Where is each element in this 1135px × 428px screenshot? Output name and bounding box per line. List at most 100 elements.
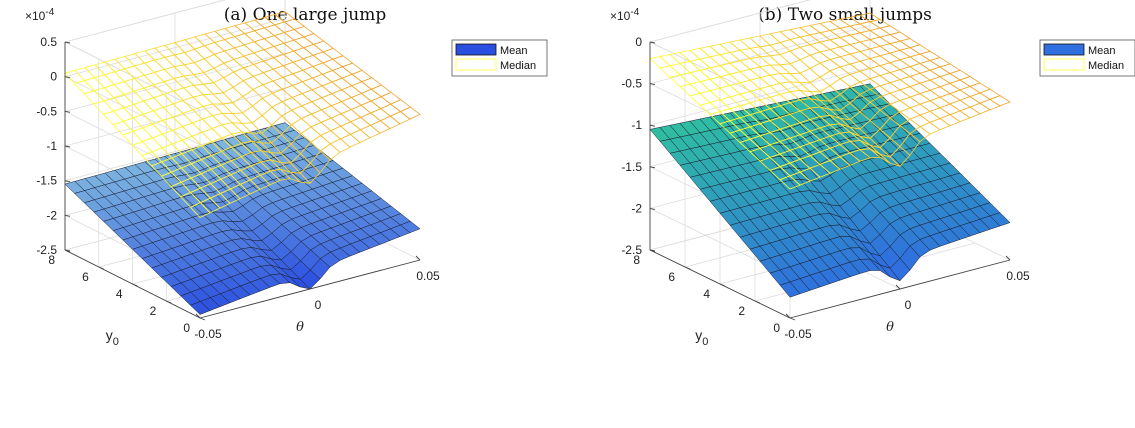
surface-median <box>649 12 1011 190</box>
y-tick <box>754 300 761 304</box>
legend-swatch-median <box>455 58 497 71</box>
z-tick <box>64 76 71 79</box>
surface-patch <box>202 82 225 95</box>
surface-patch <box>350 92 372 106</box>
surface-patch <box>369 120 391 134</box>
surface-patch <box>293 25 315 38</box>
chart-title: (a) One large jump <box>224 5 387 25</box>
surface-patch <box>271 101 293 117</box>
x-tick <box>1005 255 1011 261</box>
surface-patch <box>242 75 264 90</box>
x-tick <box>785 313 791 319</box>
surface-patch <box>213 62 235 79</box>
z-tick-label: -2.5 <box>36 243 57 257</box>
surface-patch <box>769 54 791 66</box>
x-tick <box>195 313 201 319</box>
surface-patch <box>949 99 971 112</box>
panel-b: (b) Two small jumps 0 -0.5 -1 -1.5 -2 -2.5 ×10-… <box>610 0 1135 348</box>
surface-patch <box>349 116 372 131</box>
x-tick <box>305 284 311 290</box>
surface-patch <box>969 92 991 104</box>
surface-patch <box>739 37 761 49</box>
surface-patch <box>379 103 402 117</box>
surface-patch <box>320 105 342 119</box>
x-axis-label: θ <box>886 320 894 335</box>
surface-patch <box>222 86 244 104</box>
surface-patch <box>192 83 215 96</box>
y-axis-label: y0 <box>106 327 119 348</box>
surface-patch <box>939 103 961 116</box>
surface-patch <box>909 44 931 55</box>
grid-line <box>649 0 811 43</box>
surface-patch <box>320 117 342 132</box>
surface-patch <box>232 67 254 82</box>
surface-patch <box>202 93 224 105</box>
z-tick-label: -1 <box>46 139 57 153</box>
surface-patch <box>203 53 225 69</box>
surface-patch <box>370 96 392 110</box>
surface-patch <box>809 62 831 78</box>
surface-patch <box>959 76 981 87</box>
z-exponent: ×10-4 <box>610 7 640 23</box>
surface-patch <box>221 112 244 124</box>
surface-patch <box>340 97 362 110</box>
y-tick <box>719 283 726 287</box>
x-tick-label: -0.05 <box>194 327 222 341</box>
surface-patch <box>399 220 421 233</box>
surface-patch <box>839 73 861 88</box>
z-tick <box>64 180 71 183</box>
surface-patch <box>183 74 205 86</box>
legend-swatch-mean <box>1043 43 1085 56</box>
x-tick <box>415 255 421 261</box>
surface-patch <box>759 55 782 66</box>
z-tick <box>64 214 71 217</box>
surface-patch <box>291 105 313 119</box>
x-tick-label: 0.05 <box>416 269 440 283</box>
surface-patch <box>399 106 421 120</box>
y-tick <box>166 300 172 304</box>
y-tick-label: 6 <box>668 270 675 284</box>
surface-patch <box>789 46 811 61</box>
y-tick <box>98 266 104 270</box>
legend-label-median: Median <box>500 60 536 72</box>
legend-label-mean: Mean <box>500 45 528 57</box>
surface-patch <box>939 63 961 74</box>
y-tick-label: 8 <box>633 253 640 267</box>
y-tick <box>789 317 796 321</box>
surface-patch <box>303 33 325 45</box>
y-tick-label: 0 <box>773 321 780 335</box>
surface-patch <box>939 93 961 105</box>
y-tick <box>649 249 656 253</box>
surface-patch <box>341 62 363 75</box>
surface-patch <box>359 112 382 126</box>
surface-patch <box>778 73 802 84</box>
surface-patch <box>232 80 254 98</box>
surface-patch <box>339 121 362 135</box>
surface-patch <box>361 77 383 90</box>
y-tick-label: 8 <box>48 253 55 267</box>
surface-patch <box>252 84 274 99</box>
y-tick <box>64 249 71 253</box>
z-tick-label: -1.5 <box>36 174 57 188</box>
y-tick-label: 4 <box>703 287 710 301</box>
z-tick-label: -0.5 <box>621 77 642 91</box>
z-tick <box>649 41 656 44</box>
surface-patch <box>300 113 322 128</box>
surface-patch <box>322 47 344 60</box>
z-tick <box>649 207 656 210</box>
surface-patch <box>889 31 911 42</box>
y-tick-label: 4 <box>116 287 123 301</box>
surface-patch <box>969 102 991 115</box>
legend-label-median: Median <box>1088 60 1124 72</box>
z-tick-label: -1.5 <box>621 160 642 174</box>
surface-mean <box>64 122 421 315</box>
surface-patch <box>330 113 352 127</box>
z-exponent-power: -4 <box>45 7 54 18</box>
surface-patch <box>310 121 332 136</box>
surface-patch <box>349 129 371 143</box>
legend: Mean Median <box>451 39 548 77</box>
surface-patch <box>389 111 411 125</box>
surface-patch <box>799 54 821 69</box>
surface-patch <box>909 114 931 128</box>
